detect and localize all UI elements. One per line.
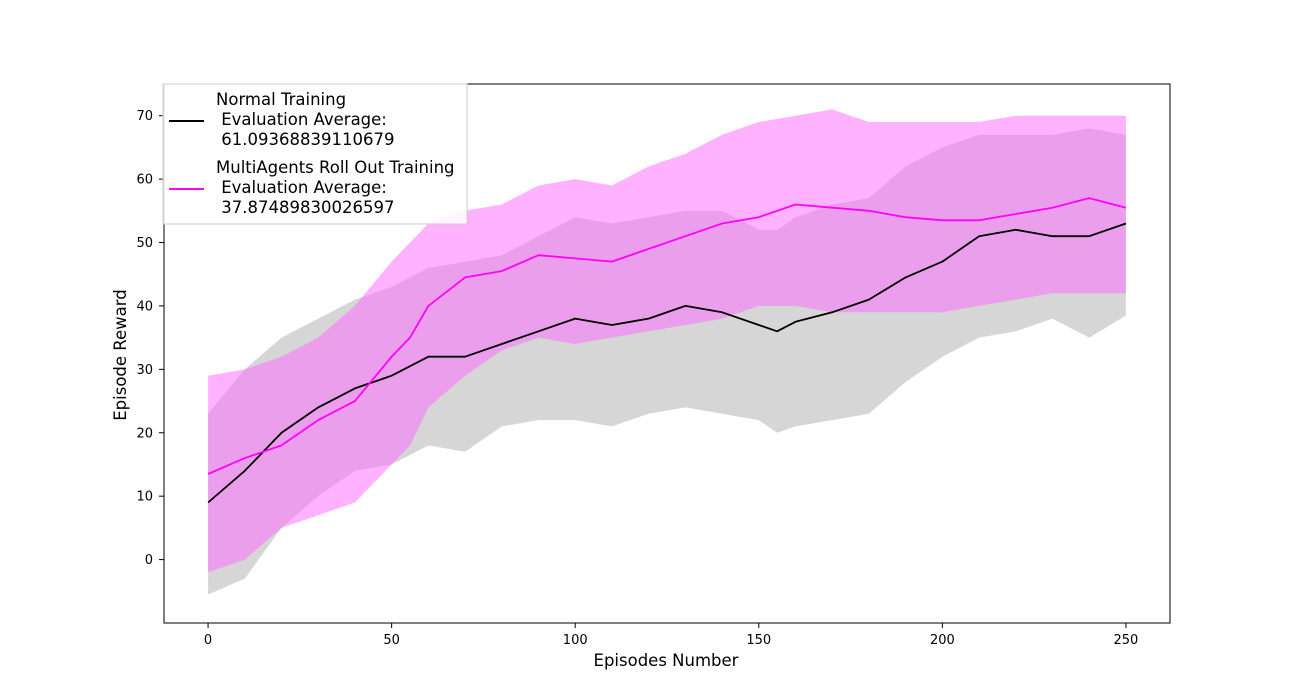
plot-frame	[163, 83, 1171, 624]
x-tick-label: 200	[930, 633, 955, 648]
legend-label-line: Normal Training	[216, 90, 346, 109]
legend-label-line: 61.09368839110679	[216, 130, 394, 149]
y-tick-label: 70	[136, 109, 153, 124]
x-axis-ticks: 0 50 100 150 200 250	[204, 623, 1138, 648]
y-tick-label: 30	[136, 363, 153, 378]
y-tick-label: 60	[136, 173, 153, 188]
x-tick-label: 150	[746, 633, 771, 648]
x-tick-label: 100	[563, 633, 588, 648]
legend-label-series-1: MultiAgents Roll Out Training Evaluation…	[216, 158, 455, 217]
legend-label-series-0: Normal Training Evaluation Average: 61.0…	[216, 90, 394, 149]
legend-label-line: 37.87489830026597	[216, 198, 394, 217]
mean-line-series-0	[207, 222, 1127, 504]
x-axis-label: Episodes Number	[594, 651, 739, 670]
legend-label-line: Evaluation Average:	[216, 110, 387, 129]
std-band-series-1	[208, 109, 1126, 573]
y-axis-label: Episode Reward	[111, 289, 130, 421]
series-lines	[207, 197, 1127, 504]
y-tick-label: 50	[136, 236, 153, 251]
y-tick-label: 0	[145, 553, 153, 568]
mean-line-series-1	[207, 197, 1127, 475]
x-tick-label: 50	[383, 633, 400, 648]
legend-box	[162, 83, 468, 225]
legend-label-line: MultiAgents Roll Out Training	[216, 158, 455, 177]
legend-label-line: Evaluation Average:	[216, 178, 387, 197]
legend: Normal Training Evaluation Average: 61.0…	[162, 83, 468, 225]
y-axis-ticks: 0 10 20 30 40 50 60 70	[136, 109, 164, 568]
x-tick-label: 250	[1114, 633, 1139, 648]
y-tick-label: 40	[136, 299, 153, 314]
confidence-bands	[208, 109, 1126, 595]
y-tick-label: 20	[136, 426, 153, 441]
x-tick-label: 0	[204, 633, 212, 648]
y-tick-label: 10	[136, 490, 153, 505]
